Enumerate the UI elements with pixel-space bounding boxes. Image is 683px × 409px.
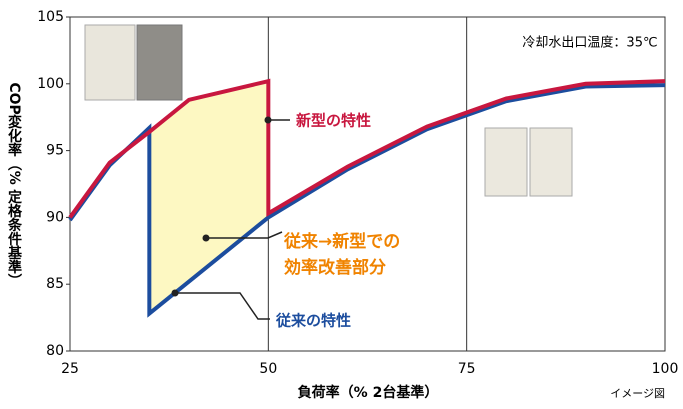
series-label: 新型の特性 [296, 112, 371, 130]
x-tick-label: 100 [652, 361, 679, 377]
x-tick-label: 25 [61, 361, 79, 377]
plot-frame [69, 16, 666, 352]
machine-image [84, 24, 573, 197]
improvement-label: 従来→新型での [283, 231, 400, 252]
y-tick-label: 95 [46, 143, 64, 159]
leader-dot [202, 234, 210, 242]
note: イメージ図 [610, 387, 665, 400]
y-tick-label: 100 [37, 76, 64, 92]
y-axis-label: COP変化率（% 定格条件基準） [6, 82, 23, 287]
leader-dot [171, 289, 179, 297]
series-line [68, 78, 666, 219]
y-tick-label: 105 [37, 9, 64, 25]
x-tick-label: 50 [259, 361, 277, 377]
condition: 冷却水出口温度：35℃ [522, 35, 657, 51]
leader-line [206, 231, 283, 239]
series-label: 従来の特性 [275, 312, 351, 330]
improvement-label: 効率改善部分 [284, 257, 386, 278]
y-tick-label: 90 [46, 209, 64, 225]
leader-line [175, 292, 270, 320]
y-tick-label: 85 [46, 276, 64, 292]
y-tick-label: 80 [46, 343, 64, 359]
x-tick-label: 75 [458, 361, 476, 377]
improvement-area [149, 81, 269, 314]
leader-dot [264, 116, 272, 124]
x-axis-label: 負荷率（% 2台基準） [298, 384, 439, 401]
